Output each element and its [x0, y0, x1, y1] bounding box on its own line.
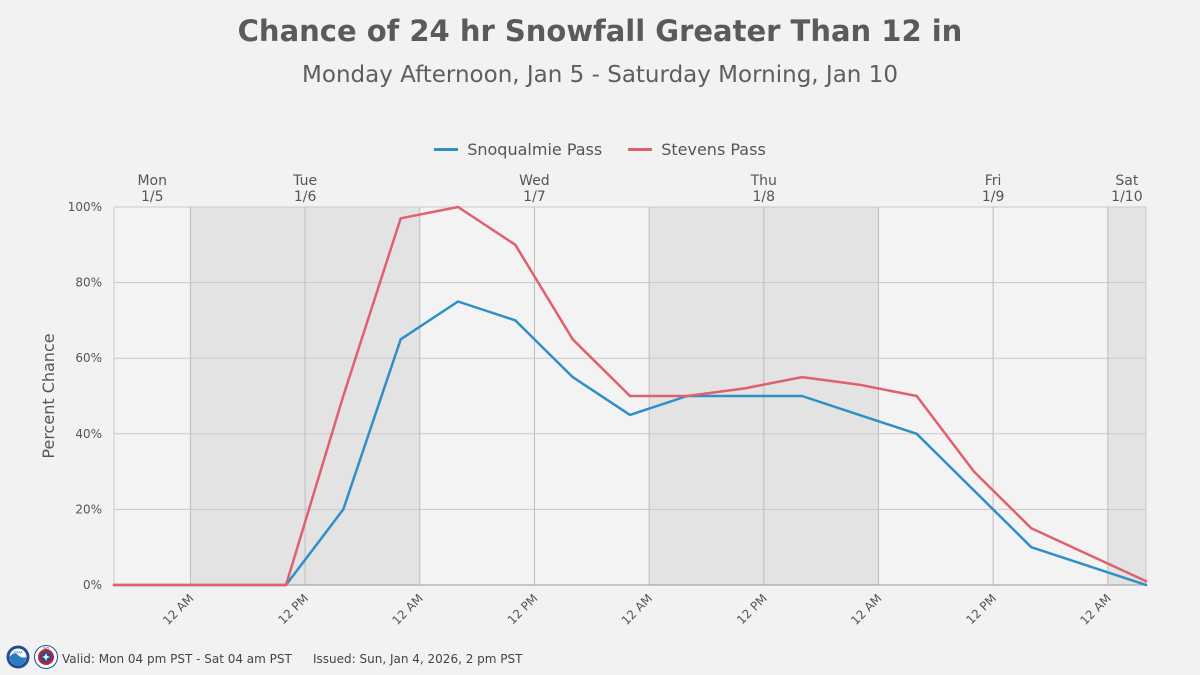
series-lines — [112, 205, 1148, 587]
valid-time: Valid: Mon 04 pm PST - Sat 04 am PST — [62, 652, 292, 666]
chart-title: Chance of 24 hr Snowfall Greater Than 12… — [237, 14, 963, 48]
y-axis-title: Percent Chance — [39, 333, 58, 458]
data-point-stevens — [858, 383, 861, 386]
noaa-logo-icon: NOAA — [6, 645, 30, 669]
nws-logo-text: NWS — [43, 646, 50, 650]
data-point-snoqualmie — [800, 394, 804, 398]
x-tick-label: 12 AM — [619, 591, 656, 628]
chart-subtitle: Monday Afternoon, Jan 5 - Saturday Morni… — [302, 62, 898, 88]
chart-canvas: 0% 20% 40% 60% 80% 100% 12 AM 12 PM 12 AM 12 PM 12… — [39, 173, 1148, 628]
x-tick-label: 12 PM — [734, 591, 770, 627]
data-point-snoqualmie — [628, 413, 632, 417]
date-label: 1/9 — [982, 189, 1005, 205]
y-tick-label: 60% — [75, 351, 102, 365]
night-band — [1107, 207, 1146, 585]
nws-logo-icon: NWS — [34, 645, 58, 669]
data-point-snoqualmie — [571, 375, 574, 379]
date-label: 1/5 — [141, 189, 164, 205]
data-point-stevens — [800, 375, 804, 379]
data-point-stevens — [112, 583, 116, 587]
date-label: 1/10 — [1111, 189, 1142, 205]
date-label: 1/6 — [294, 189, 317, 205]
legend-item-snoqualmie[interactable]: Snoqualmie Pass — [434, 140, 602, 159]
noaa-logo-text: NOAA — [13, 651, 23, 655]
data-point-stevens — [342, 394, 345, 398]
y-tick-label: 20% — [75, 502, 102, 516]
day-label: Mon — [137, 173, 167, 189]
data-point-snoqualmie — [514, 319, 517, 322]
data-point-stevens — [628, 394, 632, 398]
x-tick-label: 12 PM — [963, 591, 999, 627]
data-point-snoqualmie — [858, 413, 861, 417]
day-label: Fri — [985, 173, 1002, 189]
data-point-stevens — [915, 394, 918, 398]
legend-swatch-snoqualmie — [434, 148, 459, 151]
x-tick-label: 12 PM — [505, 591, 541, 627]
date-label: 1/7 — [523, 189, 546, 205]
data-point-snoqualmie — [342, 508, 345, 511]
data-point-stevens — [284, 583, 288, 587]
data-point-snoqualmie — [915, 432, 918, 435]
y-tick-label: 0% — [83, 578, 102, 592]
data-point-snoqualmie — [743, 394, 746, 398]
data-point-stevens — [972, 470, 976, 473]
day-label: Wed — [519, 173, 550, 189]
day-label: Sat — [1115, 173, 1138, 189]
x-tick-label: 12 AM — [848, 591, 885, 628]
legend-label-stevens: Stevens Pass — [661, 140, 766, 159]
y-tick-label: 100% — [68, 200, 102, 214]
data-point-snoqualmie — [972, 489, 976, 492]
data-point-stevens — [1087, 553, 1090, 556]
data-point-stevens — [514, 243, 517, 246]
data-point-snoqualmie — [399, 338, 402, 341]
x-tick-label: 12 AM — [160, 591, 197, 628]
footer: NOAA NWS Valid: Mon 04 pm PST - Sat 04 a… — [0, 645, 1200, 675]
data-point-snoqualmie — [1030, 546, 1033, 549]
data-point-stevens — [1030, 527, 1033, 530]
day-label: Thu — [750, 173, 777, 189]
legend-label-snoqualmie: Snoqualmie Pass — [467, 140, 603, 159]
day-label: Tue — [292, 173, 317, 189]
legend-swatch-stevens — [628, 148, 653, 151]
x-tick-label: 12 AM — [1077, 591, 1114, 628]
date-label: 1/8 — [753, 189, 776, 205]
chart-legend: Snoqualmie Pass Stevens Pass — [0, 140, 1200, 159]
y-tick-label: 40% — [75, 427, 102, 441]
data-point-stevens — [686, 394, 689, 398]
y-tick-label: 80% — [75, 276, 102, 290]
data-point-snoqualmie — [456, 300, 460, 303]
data-point-stevens — [571, 338, 574, 341]
issued-time: Issued: Sun, Jan 4, 2026, 2 pm PST — [313, 652, 523, 666]
data-point-snoqualmie — [1087, 564, 1090, 568]
data-point-stevens — [1144, 580, 1148, 583]
data-point-stevens — [399, 217, 402, 220]
data-point-snoqualmie — [1144, 583, 1148, 587]
x-tick-label: 12 PM — [275, 591, 311, 627]
data-point-stevens — [456, 205, 460, 209]
legend-item-stevens[interactable]: Stevens Pass — [628, 140, 766, 159]
x-tick-label: 12 AM — [389, 591, 426, 628]
data-point-stevens — [743, 387, 746, 390]
